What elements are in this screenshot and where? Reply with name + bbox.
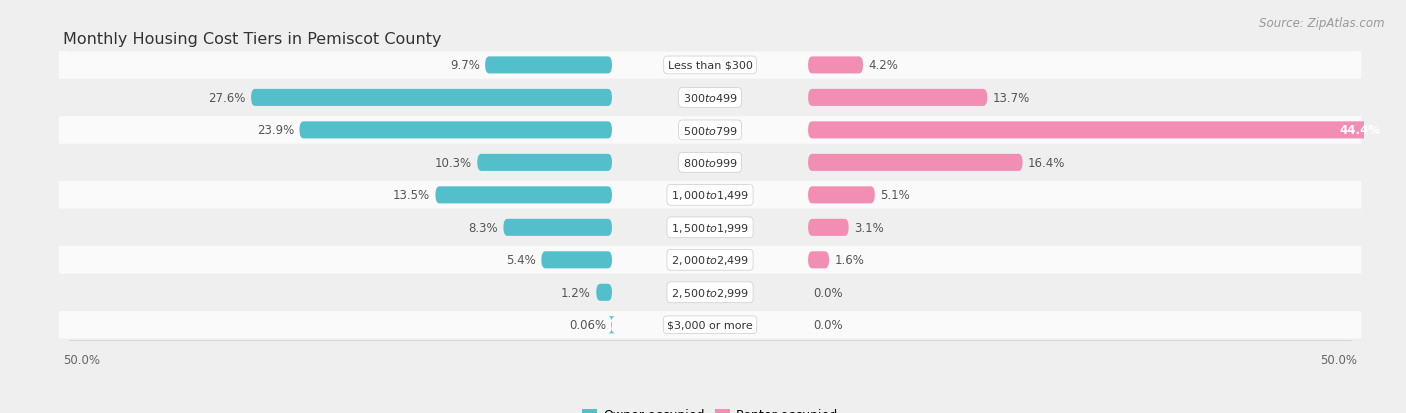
- Legend: Owner-occupied, Renter-occupied: Owner-occupied, Renter-occupied: [576, 404, 844, 413]
- FancyBboxPatch shape: [59, 279, 1361, 306]
- FancyBboxPatch shape: [808, 122, 1389, 139]
- Text: 0.06%: 0.06%: [569, 318, 606, 332]
- Text: Source: ZipAtlas.com: Source: ZipAtlas.com: [1260, 17, 1385, 29]
- Text: $2,000 to $2,499: $2,000 to $2,499: [671, 254, 749, 267]
- FancyBboxPatch shape: [808, 252, 830, 269]
- FancyBboxPatch shape: [59, 117, 1361, 144]
- FancyBboxPatch shape: [59, 84, 1361, 112]
- Text: $1,000 to $1,499: $1,000 to $1,499: [671, 189, 749, 202]
- Text: $2,500 to $2,999: $2,500 to $2,999: [671, 286, 749, 299]
- Text: 13.7%: 13.7%: [993, 92, 1029, 104]
- Text: 5.4%: 5.4%: [506, 254, 536, 267]
- Text: 13.5%: 13.5%: [394, 189, 430, 202]
- FancyBboxPatch shape: [59, 311, 1361, 339]
- FancyBboxPatch shape: [607, 316, 616, 334]
- Text: 44.4%: 44.4%: [1340, 124, 1381, 137]
- FancyBboxPatch shape: [59, 247, 1361, 274]
- FancyBboxPatch shape: [541, 252, 612, 269]
- Text: 23.9%: 23.9%: [257, 124, 294, 137]
- Text: 27.6%: 27.6%: [208, 92, 246, 104]
- Text: Less than $300: Less than $300: [668, 61, 752, 71]
- FancyBboxPatch shape: [808, 154, 1022, 171]
- FancyBboxPatch shape: [808, 57, 863, 74]
- FancyBboxPatch shape: [477, 154, 612, 171]
- FancyBboxPatch shape: [59, 182, 1361, 209]
- Text: $3,000 or more: $3,000 or more: [668, 320, 752, 330]
- Text: $300 to $499: $300 to $499: [682, 92, 738, 104]
- FancyBboxPatch shape: [59, 214, 1361, 242]
- Text: 1.2%: 1.2%: [561, 286, 591, 299]
- Text: 50.0%: 50.0%: [63, 353, 100, 366]
- Text: 0.0%: 0.0%: [813, 318, 844, 332]
- Text: 1.6%: 1.6%: [834, 254, 865, 267]
- FancyBboxPatch shape: [436, 187, 612, 204]
- FancyBboxPatch shape: [252, 90, 612, 107]
- Text: 10.3%: 10.3%: [434, 157, 472, 169]
- Text: 5.1%: 5.1%: [880, 189, 910, 202]
- FancyBboxPatch shape: [808, 219, 849, 236]
- FancyBboxPatch shape: [59, 52, 1361, 79]
- FancyBboxPatch shape: [808, 187, 875, 204]
- FancyBboxPatch shape: [59, 149, 1361, 177]
- Text: Monthly Housing Cost Tiers in Pemiscot County: Monthly Housing Cost Tiers in Pemiscot C…: [63, 32, 441, 47]
- FancyBboxPatch shape: [596, 284, 612, 301]
- Text: 0.0%: 0.0%: [813, 286, 844, 299]
- Text: $500 to $799: $500 to $799: [682, 125, 738, 137]
- Text: 3.1%: 3.1%: [853, 221, 883, 234]
- FancyBboxPatch shape: [503, 219, 612, 236]
- Text: 8.3%: 8.3%: [468, 221, 498, 234]
- Text: 16.4%: 16.4%: [1028, 157, 1066, 169]
- Text: $800 to $999: $800 to $999: [682, 157, 738, 169]
- FancyBboxPatch shape: [299, 122, 612, 139]
- FancyBboxPatch shape: [808, 90, 987, 107]
- Text: 9.7%: 9.7%: [450, 59, 479, 72]
- FancyBboxPatch shape: [485, 57, 612, 74]
- Text: 4.2%: 4.2%: [869, 59, 898, 72]
- Text: 50.0%: 50.0%: [1320, 353, 1357, 366]
- Text: $1,500 to $1,999: $1,500 to $1,999: [671, 221, 749, 234]
